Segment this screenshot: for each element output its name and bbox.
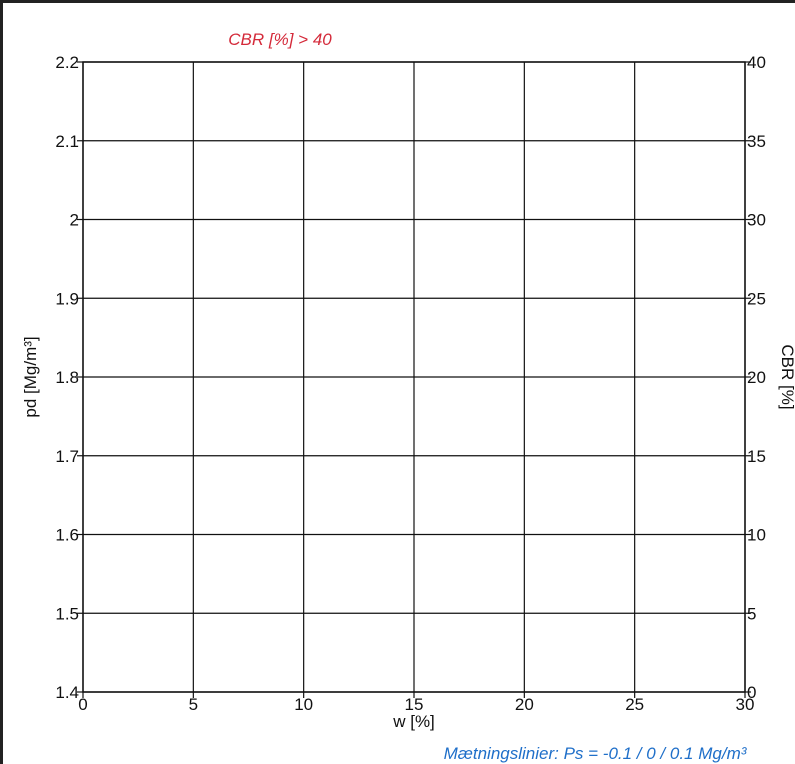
saturation-lines-note: Mætningslinier: Ps = -0.1 / 0 / 0.1 Mg/m…: [444, 744, 748, 763]
y2-tick-label: 30: [747, 211, 766, 230]
x-axis-ticks: 0 5 10 15 20 25 30: [78, 692, 754, 714]
x-tick-label: 0: [78, 695, 87, 714]
y2-tick-label: 25: [747, 289, 766, 308]
x-tick-label: 10: [294, 695, 313, 714]
x-tick-label: 25: [625, 695, 644, 714]
y2-tick-label: 15: [747, 447, 766, 466]
y2-tick-label: 40: [747, 53, 766, 72]
y-axis-ticks: 1.4 1.5 1.6 1.7 1.8 1.9 2 2.1 2.2: [55, 53, 83, 702]
y2-tick-label: 35: [747, 132, 766, 151]
x-tick-label: 20: [515, 695, 534, 714]
y-tick-label: 1.6: [55, 526, 79, 545]
y-tick-label: 1.8: [55, 368, 79, 387]
y2-axis-label: CBR [%]: [778, 344, 795, 409]
chart-title: CBR [%] > 40: [228, 30, 332, 49]
grid: [82, 61, 746, 693]
plot-area: [82, 61, 746, 693]
y-tick-label: 1.4: [55, 683, 79, 702]
y-tick-label: 1.5: [55, 604, 79, 623]
y-tick-label: 2: [70, 211, 79, 230]
y-tick-label: 1.7: [55, 447, 79, 466]
y-tick-label: 2.1: [55, 132, 79, 151]
x-tick-label: 30: [736, 695, 755, 714]
y2-tick-label: 5: [747, 604, 756, 623]
y2-tick-label: 10: [747, 526, 766, 545]
x-tick-label: 5: [189, 695, 198, 714]
y-axis-label: pd [Mg/m³]: [21, 336, 40, 417]
x-axis-label: w [%]: [392, 712, 435, 731]
x-tick-label: 15: [405, 695, 424, 714]
y-tick-label: 2.2: [55, 53, 79, 72]
y-tick-label: 1.9: [55, 289, 79, 308]
y2-axis-ticks: 0 5 10 15 20 25 30 35 40: [745, 53, 766, 702]
y2-tick-label: 20: [747, 368, 766, 387]
y2-tick-label: 0: [747, 683, 756, 702]
